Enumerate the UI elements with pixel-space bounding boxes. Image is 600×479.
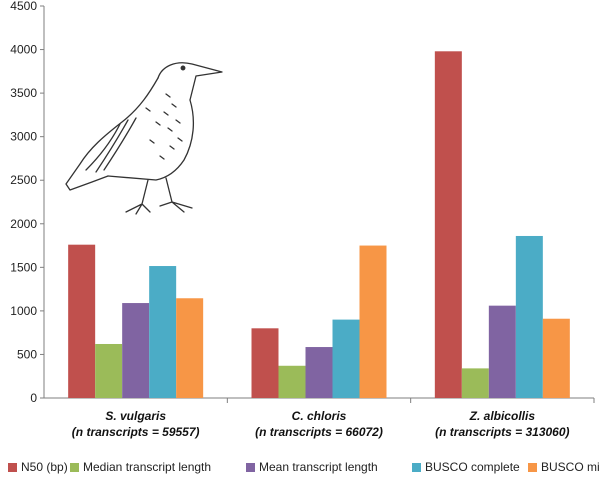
y-tick-label: 4000: [10, 43, 37, 57]
bar: [176, 298, 204, 398]
y-tick-label: 4500: [10, 0, 37, 13]
bar: [515, 235, 543, 398]
bars: [68, 51, 570, 398]
bar: [68, 244, 96, 398]
y-tick-label: 500: [17, 347, 37, 361]
category-note: (n transcripts = 313060): [435, 425, 569, 439]
legend-swatch: [528, 462, 537, 472]
category-labels: S. vulgaris (n transcripts = 59557) C. chl…: [72, 398, 595, 439]
legend-item: BUSCO complete: [412, 460, 520, 474]
category-label: C. chloris: [292, 409, 347, 423]
bird-drawing-icon: [65, 62, 223, 215]
bar: [332, 319, 360, 398]
bar: [461, 368, 489, 398]
legend-swatch: [70, 462, 79, 472]
bar: [542, 318, 570, 398]
category-note: (n transcripts = 66072): [255, 425, 383, 439]
legend-swatch: [246, 462, 255, 472]
y-tick-labels: 0 500 1000 1500 2000 2500 3000 3500 4000 4500: [10, 0, 44, 405]
legend-item: Mean transcript length: [246, 460, 378, 474]
bar: [251, 328, 279, 398]
category-label: S. vulgaris: [105, 409, 166, 423]
y-tick-label: 3000: [10, 130, 37, 144]
legend-label: Median transcript length: [83, 460, 212, 474]
y-tick-label: 1500: [10, 260, 37, 274]
bar: [434, 51, 462, 398]
legend-label: Mean transcript length: [259, 460, 378, 474]
y-tick-label: 0: [30, 391, 37, 405]
y-tick-label: 2000: [10, 217, 37, 231]
bar: [122, 303, 150, 398]
legend-label: BUSCO missing: [541, 460, 600, 474]
legend-swatch: [8, 462, 17, 472]
bar: [305, 347, 333, 398]
legend-label: N50 (bp): [21, 460, 68, 474]
legend-item: BUSCO missing: [528, 460, 600, 474]
bar: [95, 343, 123, 398]
category-note: (n transcripts = 59557): [72, 425, 200, 439]
legend-swatch: [412, 462, 421, 472]
legend-label: BUSCO complete: [425, 460, 520, 474]
y-tick-label: 2500: [10, 173, 37, 187]
bar: [488, 305, 516, 398]
legend-item: N50 (bp): [8, 460, 68, 474]
bar-chart: 0 500 1000 1500 2000 2500 3000 3500 4000 4500 S. …: [10, 0, 595, 439]
y-tick-label: 3500: [10, 86, 37, 100]
bar: [278, 365, 306, 398]
bar: [149, 266, 177, 398]
legend: N50 (bp) Median transcript length Mean tra…: [0, 456, 600, 476]
category-label: Z. albicollis: [469, 409, 536, 423]
y-tick-label: 1000: [10, 304, 37, 318]
legend-item: Median transcript length: [70, 460, 211, 474]
bar: [359, 245, 387, 398]
